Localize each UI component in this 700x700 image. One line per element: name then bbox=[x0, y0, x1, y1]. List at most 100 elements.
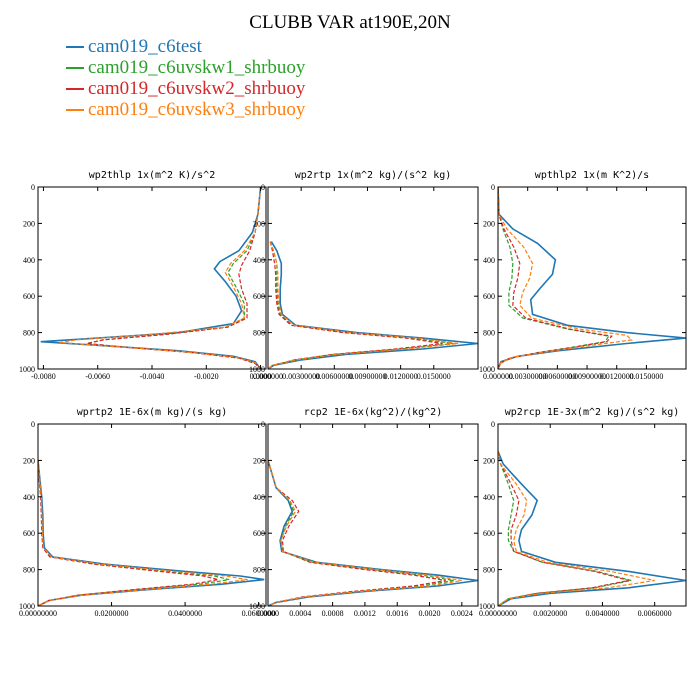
subplot-title: wp2rtp 1x(m^2 kg)/(s^2 kg) bbox=[295, 170, 452, 181]
y-tick-label: 600 bbox=[483, 292, 495, 301]
x-tick-label: 0.0000 bbox=[250, 372, 272, 381]
y-tick-label: 0 bbox=[31, 420, 35, 429]
y-tick-label: 600 bbox=[253, 292, 265, 301]
x-tick-label: 0.0120000 bbox=[384, 372, 418, 381]
x-tick-label: -0.0080 bbox=[31, 372, 56, 381]
subplot: wp2rtp 1x(m^2 kg)/(s^2 kg) 0 200 400 600 800 1… bbox=[249, 170, 479, 381]
legend-entry: cam019_c6test bbox=[66, 36, 305, 57]
x-tick-label: 0.0150000 bbox=[629, 372, 663, 381]
subplot-title: wprtp2 1E-6x(m kg)/(s kg) bbox=[77, 407, 228, 418]
x-tick-label: 0.0020000 bbox=[533, 609, 567, 618]
series-line bbox=[498, 187, 633, 369]
subplot: wpthlp2 1x(m K^2)/s020040060080010000.00… bbox=[479, 170, 687, 381]
x-tick-label: 0.0000 bbox=[257, 609, 279, 618]
plot-frame bbox=[497, 186, 687, 370]
legend-label: cam019_c6uvskw3_shrbuoy bbox=[88, 98, 306, 120]
plot-frame bbox=[37, 186, 267, 370]
y-tick-label: 400 bbox=[253, 493, 265, 502]
y-tick-label: 400 bbox=[23, 256, 35, 265]
series-group bbox=[40, 187, 262, 369]
x-tick-label: 0.0024 bbox=[451, 609, 473, 618]
y-tick-label: 0 bbox=[491, 183, 495, 192]
series-line bbox=[498, 187, 613, 369]
x-tick-label: 0.00900000 bbox=[568, 372, 606, 381]
series-line bbox=[38, 460, 248, 606]
legend-entry: cam019_c6uvskw3_shrbuoy bbox=[66, 99, 305, 120]
series-line bbox=[268, 241, 478, 369]
series-line bbox=[59, 187, 262, 369]
series-line bbox=[268, 241, 459, 369]
series-line bbox=[38, 460, 230, 606]
series-line bbox=[38, 460, 219, 606]
y-tick-label: 800 bbox=[253, 566, 265, 575]
legend-label: cam019_c6uvskw2_shrbuoy bbox=[88, 77, 306, 99]
legend-label: cam019_c6uvskw1_shrbuoy bbox=[88, 56, 306, 78]
y-tick-label: 200 bbox=[483, 456, 495, 465]
y-tick-label: 400 bbox=[253, 256, 265, 265]
y-tick-label: 200 bbox=[483, 219, 495, 228]
x-tick-label: 0.0400000 bbox=[168, 609, 202, 618]
x-tick-label: 0.00600000 bbox=[538, 372, 576, 381]
series-line bbox=[498, 187, 686, 369]
series-group bbox=[498, 450, 686, 606]
series-line bbox=[268, 460, 462, 606]
y-tick-label: 1000 bbox=[19, 602, 35, 611]
legend-swatch bbox=[66, 87, 84, 90]
series-line bbox=[268, 460, 454, 606]
y-tick-label: 200 bbox=[253, 456, 265, 465]
y-tick-label: 800 bbox=[23, 329, 35, 338]
subplot: wp2thlp 1x(m^2 K)/s^202004006008001000-0… bbox=[19, 170, 272, 381]
series-group bbox=[268, 460, 478, 606]
series-line bbox=[268, 460, 478, 606]
y-tick-label: 600 bbox=[23, 292, 35, 301]
x-tick-label: 0.00600000 bbox=[315, 372, 353, 381]
series-line bbox=[498, 451, 655, 606]
x-tick-label: 0.00900000 bbox=[348, 372, 386, 381]
x-tick-label: 0.0040000 bbox=[585, 609, 619, 618]
x-tick-label: 0.000000 bbox=[253, 372, 283, 381]
legend-entry: cam019_c6uvskw2_shrbuoy bbox=[66, 78, 305, 99]
y-tick-label: 800 bbox=[483, 566, 495, 575]
subplot: wprtp2 1E-6x(m kg)/(s kg) 0 200 400 600 800 10… bbox=[19, 407, 276, 618]
y-tick-label: 0 bbox=[31, 183, 35, 192]
y-tick-label: 600 bbox=[23, 529, 35, 538]
y-tick-label: 200 bbox=[23, 219, 35, 228]
x-tick-label: 0.00300000 bbox=[282, 372, 320, 381]
y-tick-label: 800 bbox=[253, 329, 265, 338]
x-tick-label: 0.0060000 bbox=[638, 609, 672, 618]
y-tick-label: 1000 bbox=[249, 365, 265, 374]
series-line bbox=[268, 241, 454, 369]
x-tick-label: 0.0600000 bbox=[242, 609, 276, 618]
series-group bbox=[268, 241, 478, 369]
x-tick-label: -0.0020 bbox=[194, 372, 219, 381]
subplot: wp2rcp 1E-3x(m^2 kg)/(s^2 kg) 0 200 400 600 8… bbox=[479, 407, 687, 618]
series-line bbox=[86, 187, 262, 369]
x-tick-label: 0.0012 bbox=[354, 609, 376, 618]
plot-frame bbox=[267, 423, 479, 607]
x-tick-label: 0.0008 bbox=[322, 609, 344, 618]
y-tick-label: 1000 bbox=[19, 365, 35, 374]
plot-frame bbox=[497, 423, 687, 607]
series-line bbox=[38, 460, 265, 606]
y-tick-label: 1000 bbox=[479, 602, 495, 611]
series-line bbox=[268, 241, 443, 369]
legend-label: cam019_c6test bbox=[88, 35, 202, 57]
x-tick-label: 0.00000000 bbox=[479, 609, 517, 618]
subplot-title: wpthlp2 1x(m K^2)/s bbox=[535, 170, 649, 181]
y-tick-label: 200 bbox=[23, 456, 35, 465]
y-tick-label: 0 bbox=[261, 420, 265, 429]
x-tick-label: 0.0120000 bbox=[600, 372, 634, 381]
series-group bbox=[38, 460, 265, 606]
y-tick-label: 400 bbox=[23, 493, 35, 502]
plot-frame bbox=[267, 186, 479, 370]
series-line bbox=[498, 187, 610, 369]
y-tick-label: 800 bbox=[483, 329, 495, 338]
legend-swatch bbox=[66, 66, 84, 69]
subplot-title: rcp2 1E-6x(kg^2)/(kg^2) bbox=[304, 407, 442, 418]
y-tick-label: 600 bbox=[483, 529, 495, 538]
x-tick-label: 0.000000 bbox=[483, 372, 513, 381]
y-tick-label: 200 bbox=[253, 219, 265, 228]
series-line bbox=[86, 187, 262, 369]
x-tick-label: 0.0016 bbox=[386, 609, 408, 618]
